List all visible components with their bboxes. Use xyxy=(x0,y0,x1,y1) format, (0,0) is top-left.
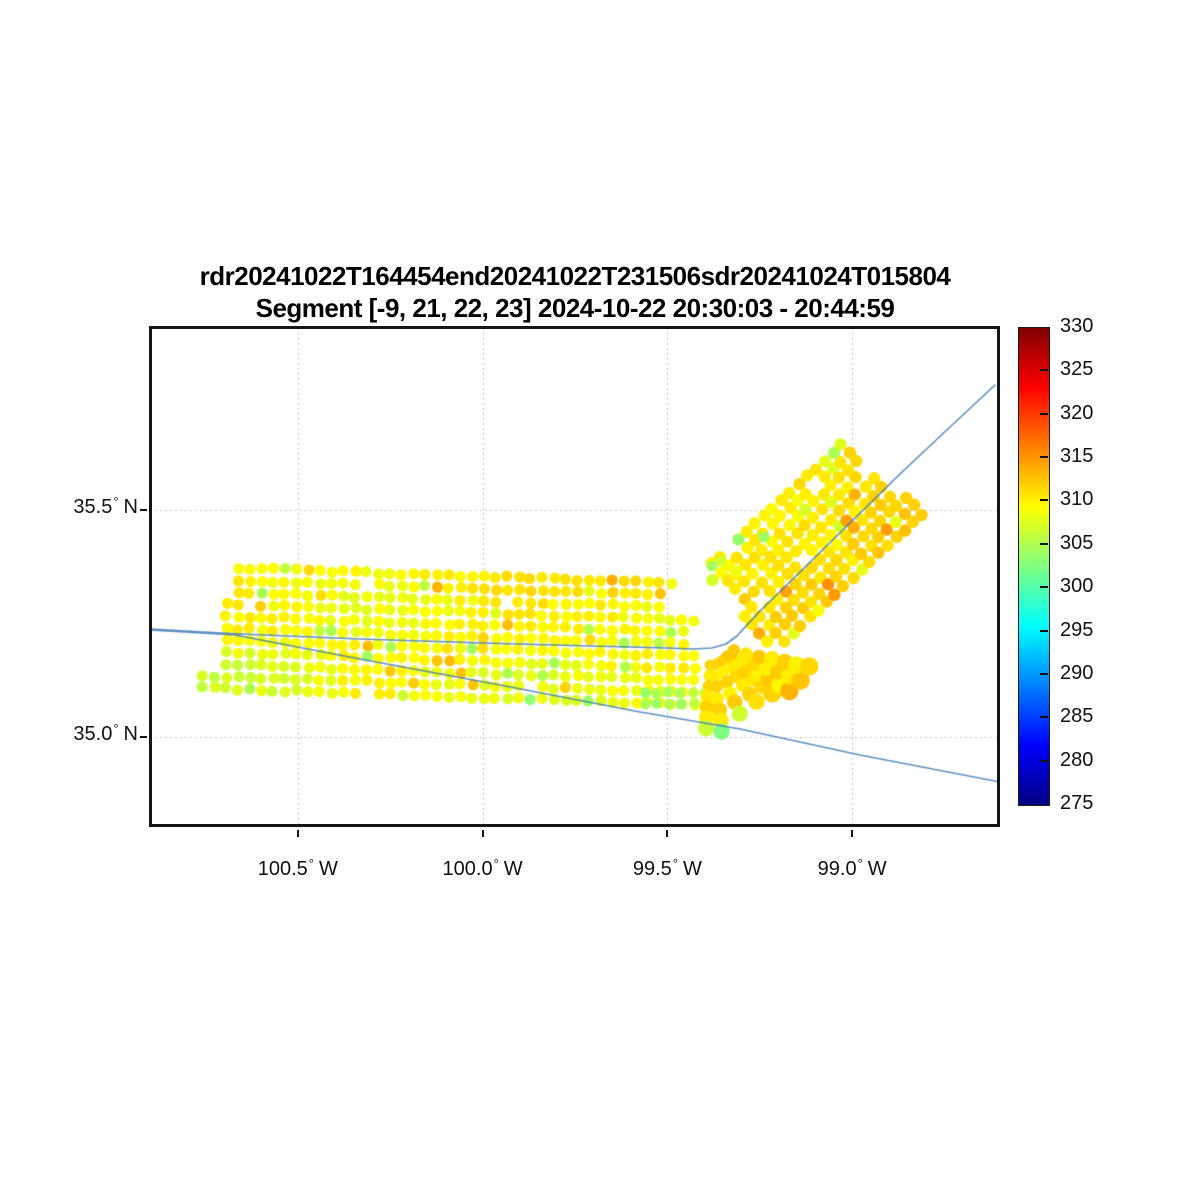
degree-symbol: ° xyxy=(113,493,119,509)
y-tick-label: 35.5° N xyxy=(73,493,138,518)
colorbar-tick-mark xyxy=(1040,759,1048,762)
colorbar-tick-label: 290 xyxy=(1060,661,1094,684)
colorbar-gradient xyxy=(1019,328,1049,805)
colorbar-tick-mark xyxy=(1040,499,1048,502)
axis-tick-mark xyxy=(481,830,484,837)
degree-symbol: ° xyxy=(113,721,119,737)
colorbar-tick-mark xyxy=(1040,412,1048,415)
colorbar-tick-mark xyxy=(1040,716,1048,719)
x-tick-label: 100.0° W xyxy=(442,856,523,880)
degree-symbol: ° xyxy=(672,856,679,871)
x-tick-label: 99.5° W xyxy=(632,856,702,880)
colorbar-tick-label: 325 xyxy=(1060,358,1094,381)
degree-symbol: ° xyxy=(857,856,863,871)
colorbar-tick-label: 285 xyxy=(1060,705,1094,728)
colorbar-tick-label: 280 xyxy=(1060,748,1094,771)
x-tick-label: 99.0° W xyxy=(817,856,887,880)
axis-tick-mark xyxy=(140,736,147,739)
axis-tick-mark xyxy=(851,830,854,837)
colorbar xyxy=(1018,327,1050,806)
plot-border xyxy=(149,326,1000,827)
colorbar-tick-label: 300 xyxy=(1060,575,1094,598)
colorbar-tick-label: 305 xyxy=(1060,531,1094,554)
colorbar-tick-label: 330 xyxy=(1060,315,1094,337)
colorbar-tick-label: 295 xyxy=(1060,618,1094,641)
axis-tick-mark xyxy=(666,830,669,837)
colorbar-tick-mark xyxy=(1040,369,1048,372)
degree-symbol: ° xyxy=(493,856,499,871)
axis-tick-mark xyxy=(296,830,299,837)
colorbar-tick-label: 310 xyxy=(1060,488,1094,511)
degree-symbol: ° xyxy=(308,856,314,871)
colorbar-tick-mark xyxy=(1040,629,1048,632)
colorbar-tick-label: 275 xyxy=(1060,792,1094,814)
y-tick-label: 35.0° N xyxy=(73,721,138,746)
colorbar-tick-mark xyxy=(1040,542,1048,545)
colorbar-tick-label: 320 xyxy=(1060,401,1094,424)
colorbar-tick-mark xyxy=(1040,672,1048,675)
axis-tick-mark xyxy=(140,508,147,511)
colorbar-tick-mark xyxy=(1040,586,1048,589)
colorbar-tick-label: 315 xyxy=(1060,445,1094,468)
x-tick-label: 100.5° W xyxy=(257,856,338,880)
colorbar-tick-mark xyxy=(1040,456,1048,459)
